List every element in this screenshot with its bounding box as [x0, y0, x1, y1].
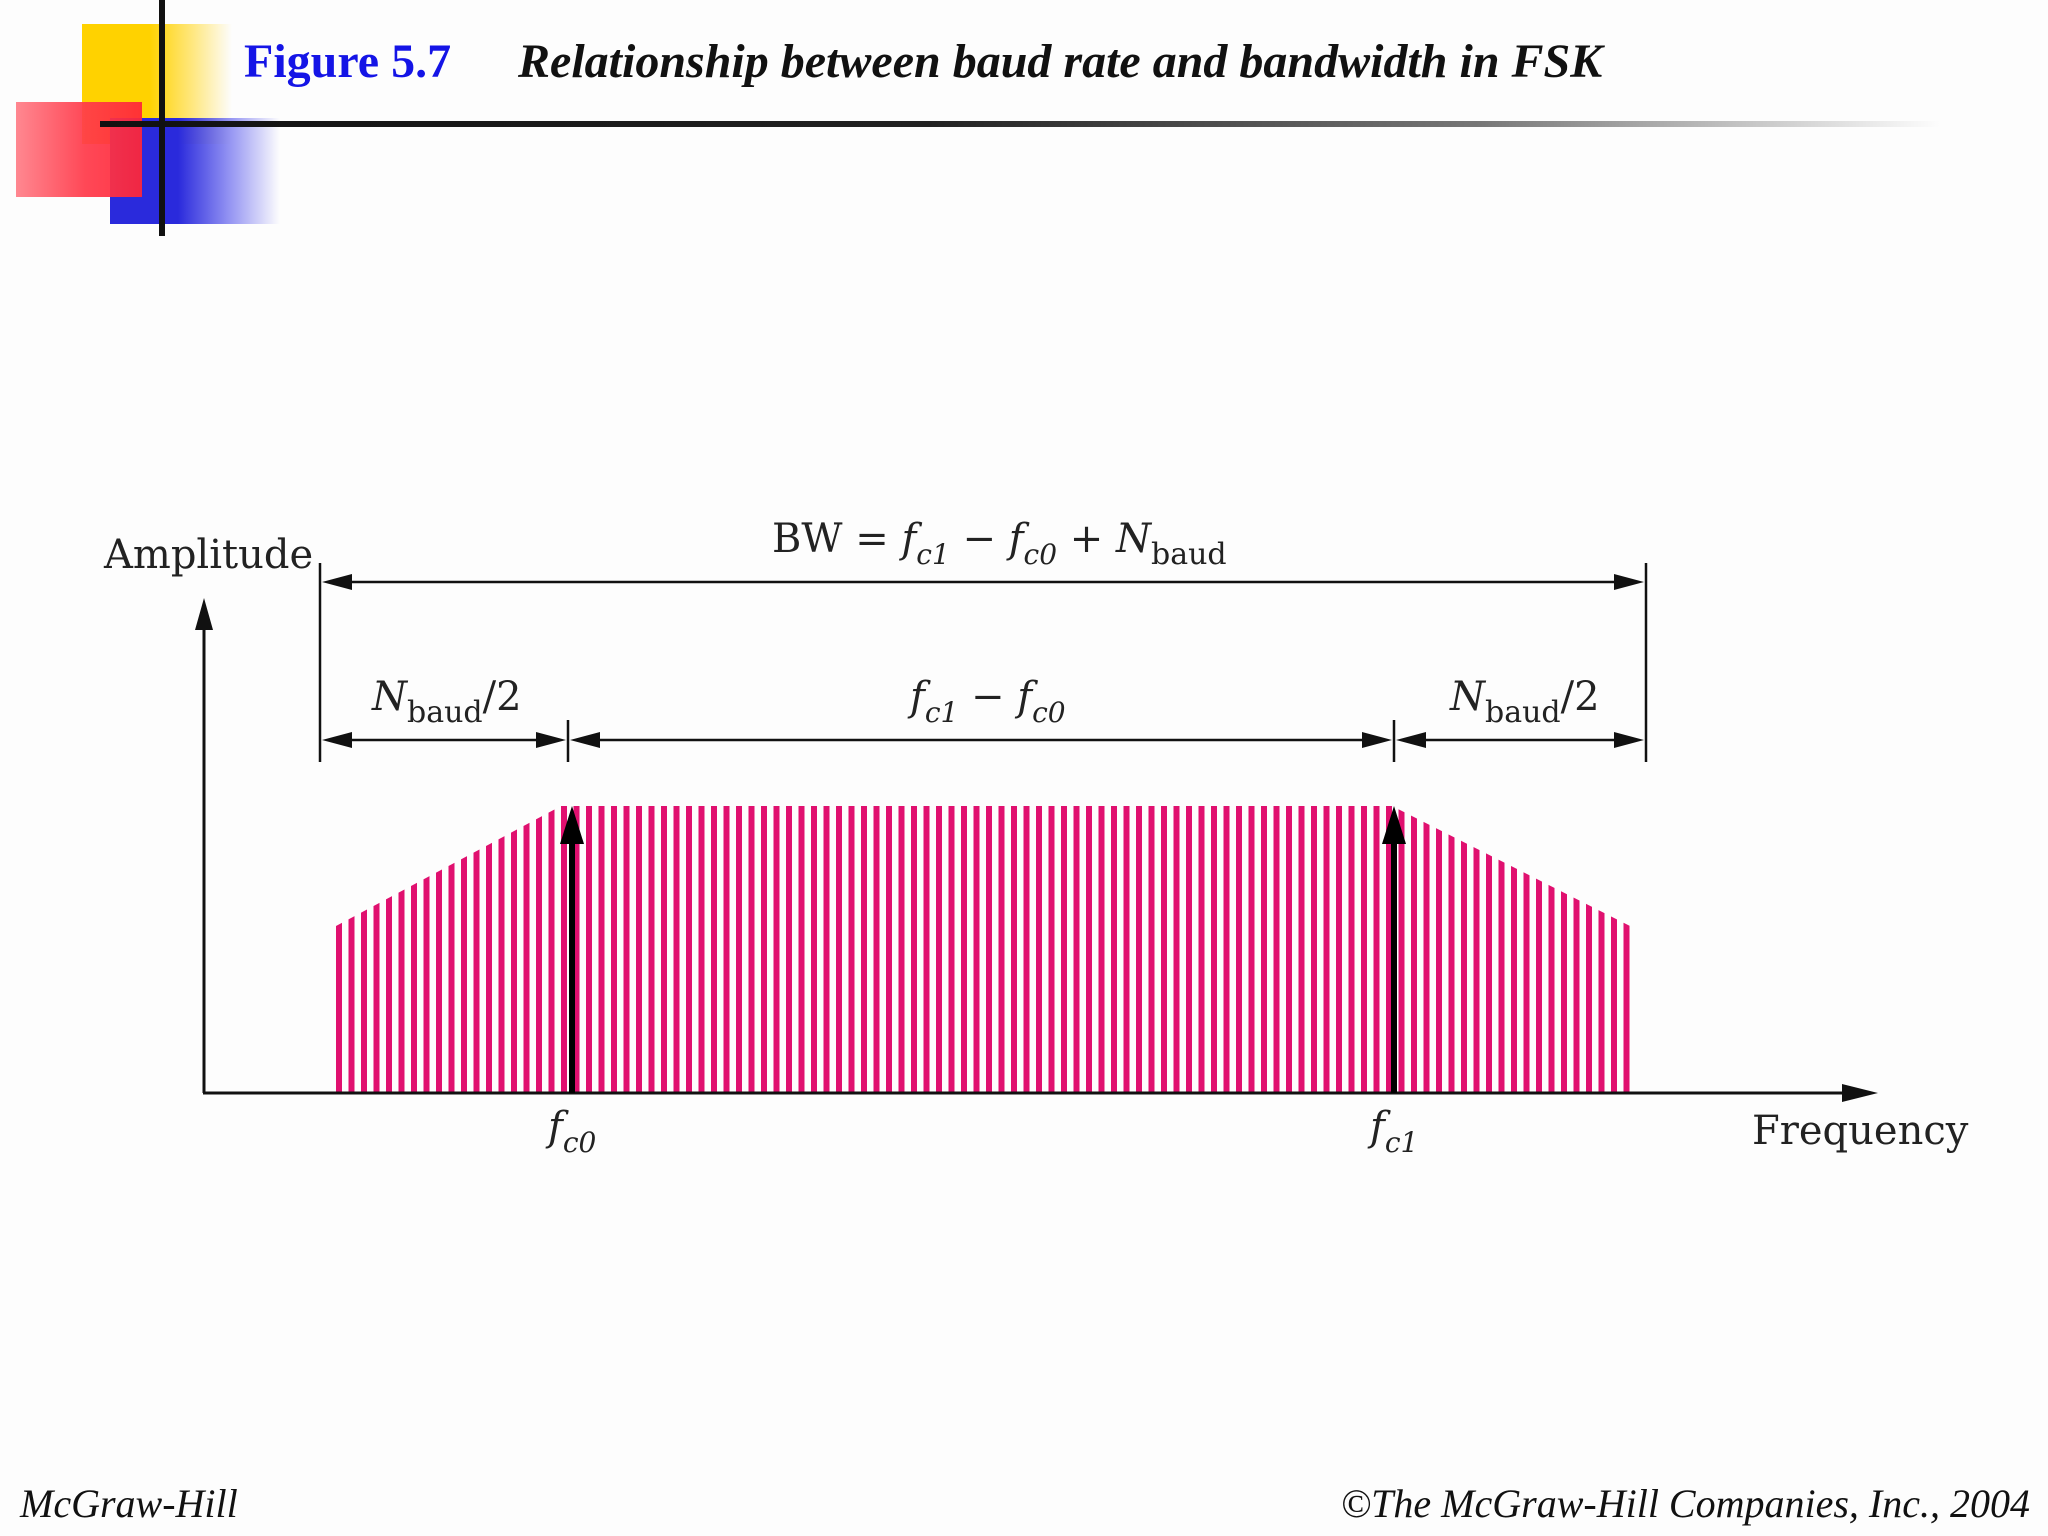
x-axis	[203, 1084, 1878, 1102]
bw-dimension-arrow	[322, 574, 1644, 590]
figure-title: Relationship between baud rate and bandw…	[518, 35, 1603, 88]
middle-segment-arrow	[570, 732, 1392, 748]
bw-formula: BW = fc1 − fc0 + Nbaud	[772, 516, 1227, 572]
right-segment-arrow	[1396, 732, 1644, 748]
spectrum-band	[336, 806, 1630, 1093]
carrier-label-fc0: fc0	[545, 1104, 596, 1159]
dimension-ticks	[318, 563, 1648, 762]
carrier-arrow-fc0	[560, 806, 584, 1093]
middle-segment-label: fc1 − fc0	[907, 674, 1066, 729]
x-axis-label: Frequency	[1752, 1108, 1969, 1154]
y-axis	[195, 598, 213, 1093]
deco-vertical-rule	[159, 0, 165, 236]
right-segment-label: Nbaud/2	[1449, 674, 1600, 730]
footer-copyright: ©The McGraw-Hill Companies, Inc., 2004	[1340, 1481, 2030, 1526]
deco-red-square	[16, 102, 142, 197]
left-segment-label: Nbaud/2	[371, 674, 522, 730]
carrier-label-fc1: fc1	[1367, 1104, 1418, 1159]
footer-publisher: McGraw-Hill	[20, 1481, 238, 1526]
figure-number: Figure 5.7	[244, 35, 452, 88]
carrier-arrow-fc1	[1382, 806, 1406, 1093]
header-rule	[100, 121, 1940, 127]
left-segment-arrow	[322, 732, 566, 748]
y-axis-label: Amplitude	[103, 532, 313, 578]
